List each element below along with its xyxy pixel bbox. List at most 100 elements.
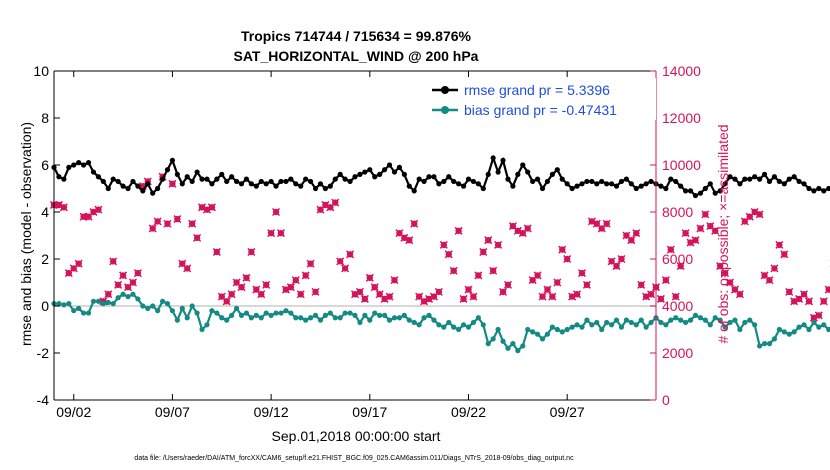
bias-point (574, 322, 580, 328)
rmse-point (140, 188, 146, 194)
bias-point (633, 322, 639, 328)
obs-marker (405, 236, 414, 245)
rmse-point (233, 178, 240, 185)
obs-marker (479, 247, 488, 256)
bias-point (520, 343, 526, 349)
obs-assimilated-cross (405, 236, 414, 245)
bias-point (801, 322, 807, 328)
obs-assimilated-cross (602, 219, 611, 228)
obs-assimilated-cross (647, 290, 656, 299)
rmse-point (515, 171, 521, 177)
bias-point (589, 322, 595, 328)
rmse-point (717, 188, 723, 194)
bias-point (66, 301, 72, 307)
obs-assimilated-cross (627, 236, 636, 245)
y-tick-label: 2 (41, 251, 49, 267)
obs-marker (104, 290, 113, 299)
obs-marker (163, 219, 172, 228)
bias-point (372, 310, 378, 316)
obs-marker (193, 233, 202, 242)
obs-assimilated-cross (311, 287, 320, 296)
obs-marker (637, 280, 646, 289)
rmse-point (155, 185, 161, 192)
rmse-point (500, 157, 506, 163)
rmse-point (278, 178, 284, 185)
obs-marker (242, 273, 251, 282)
obs-assimilated-cross (222, 297, 231, 306)
rmse-point (618, 178, 625, 185)
rmse-point (120, 183, 126, 189)
obs-assimilated-cross (775, 240, 784, 249)
rmse-point (747, 176, 753, 182)
obs-marker (558, 245, 567, 254)
obs-assimilated-cross (543, 285, 552, 294)
bias-point (584, 317, 590, 323)
obs-assimilated-cross (469, 292, 478, 301)
rmse-point (322, 185, 328, 192)
rmse-point (648, 178, 654, 185)
bias-point (757, 343, 763, 349)
rmse-point (273, 183, 279, 189)
x-tick-label: 09/22 (451, 404, 486, 420)
obs-marker (410, 219, 419, 228)
obs-assimilated-cross (183, 264, 192, 273)
obs-marker (523, 224, 532, 233)
obs-marker (632, 229, 641, 238)
bias-point (243, 310, 250, 316)
bias-point (406, 317, 412, 323)
obs-marker (306, 259, 315, 268)
y-tick-label: 10 (33, 63, 49, 79)
rmse-point (465, 176, 472, 182)
obs-assimilated-cross (464, 285, 473, 294)
bias-point (90, 298, 97, 304)
bias-point (826, 326, 830, 333)
bias-point (61, 302, 67, 308)
y2-tick-label: 2000 (662, 345, 693, 361)
rmse-point (806, 185, 812, 192)
rmse-point (238, 181, 245, 187)
obs-assimilated-cross (439, 240, 448, 249)
bias-point (761, 341, 768, 347)
obs-assimilated-cross (671, 292, 680, 301)
obs-assimilated-cross (306, 259, 315, 268)
bias-point (184, 315, 190, 321)
obs-assimilated-cross (533, 271, 542, 280)
obs-marker (183, 264, 192, 273)
obs-assimilated-cross (577, 269, 587, 278)
obs-assimilated-cross (804, 297, 813, 306)
bias-point (604, 319, 610, 326)
obs-marker (780, 250, 789, 259)
rmse-point (258, 178, 264, 185)
obs-assimilated-cross (276, 229, 286, 238)
rmse-point (288, 176, 294, 182)
rmse-point (362, 169, 368, 175)
bias-point (337, 315, 343, 321)
rmse-point (712, 190, 718, 196)
obs-marker (691, 236, 700, 245)
obs-assimilated-cross (780, 250, 789, 259)
rmse-point (115, 178, 121, 185)
bias-point (470, 319, 477, 326)
obs-marker (153, 217, 162, 226)
rmse-point (174, 171, 180, 177)
bias-point (382, 312, 388, 318)
obs-marker (543, 285, 552, 294)
obs-marker (499, 287, 508, 296)
obs-assimilated-cross (701, 210, 710, 219)
rmse-point (209, 181, 215, 187)
obs-marker (291, 276, 300, 285)
bias-point (564, 326, 570, 333)
bias-point (135, 296, 141, 302)
obs-assimilated-cross (479, 247, 488, 256)
rmse-point (441, 178, 447, 185)
obs-assimilated-cross (272, 207, 281, 217)
obs-marker (666, 245, 675, 254)
bias-point (56, 301, 62, 307)
obs-assimilated-cross (331, 198, 340, 207)
y2-tick-label: 4000 (662, 298, 693, 314)
bias-point (687, 317, 694, 323)
obs-marker (311, 287, 320, 296)
rmse-point (169, 157, 176, 163)
obs-assimilated-cross (355, 287, 364, 296)
obs-assimilated-cross (193, 233, 202, 242)
